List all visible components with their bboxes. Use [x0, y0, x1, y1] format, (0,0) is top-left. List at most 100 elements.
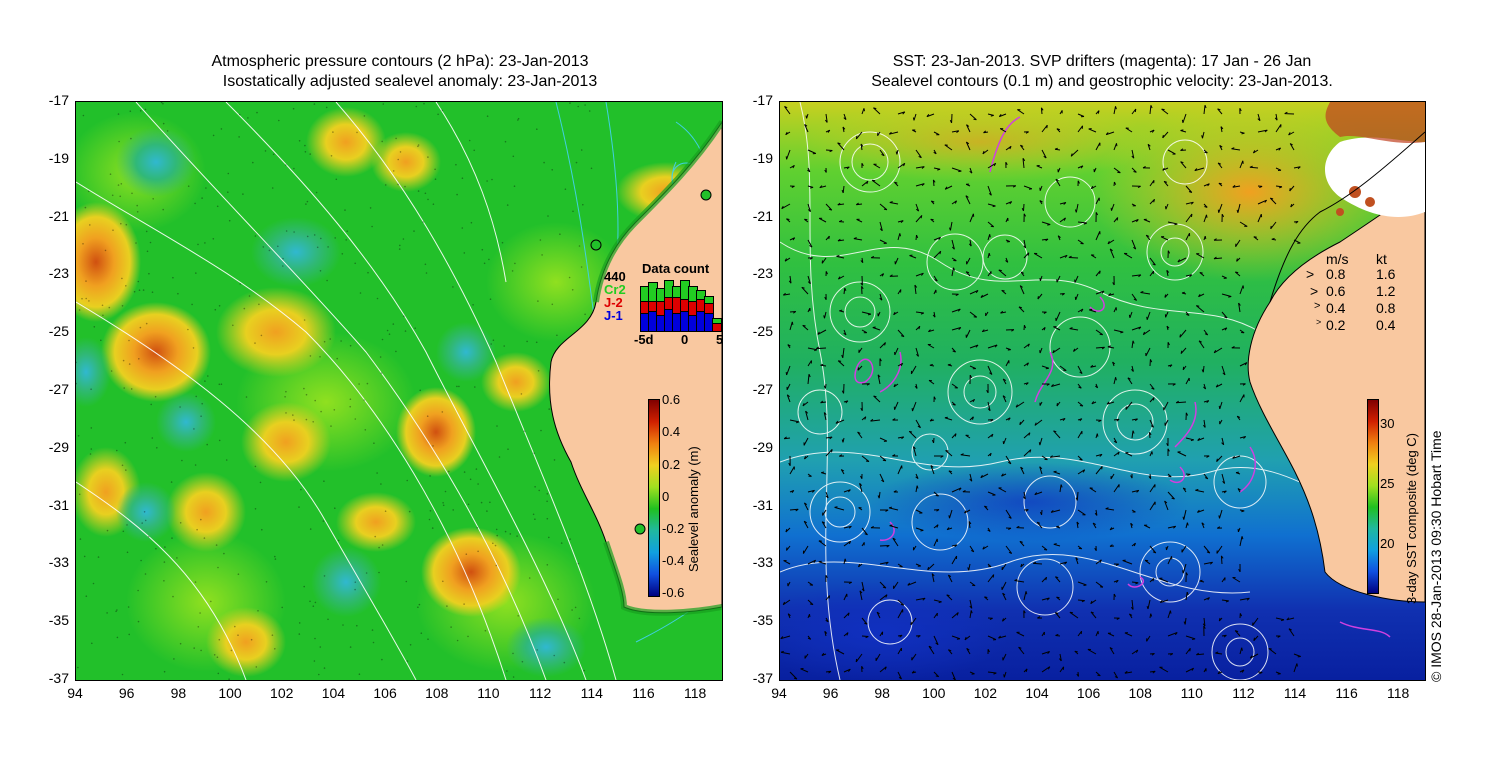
- left-title-line1: Atmospheric pressure contours (2 hPa): 2…: [211, 53, 589, 70]
- right-title-line1: SST: 23-Jan-2013. SVP drifters (magenta)…: [892, 53, 1312, 70]
- right-xtick: 108: [1128, 685, 1152, 701]
- left-ytick: -21: [48, 207, 69, 224]
- right-cloud-mask: [1325, 137, 1425, 217]
- left-colorbar-title: Sealevel anomaly (m): [686, 446, 701, 572]
- sat-label-j1: J-1: [604, 308, 623, 323]
- right-xtick: 100: [922, 685, 946, 701]
- imos-credit: © IMOS 28-Jan-2013 09:30 Hobart Time: [1428, 430, 1444, 682]
- left-ytick: -17: [48, 92, 69, 108]
- dc-xlabel-5: 5: [716, 332, 723, 347]
- left-ytick: -19: [48, 149, 69, 166]
- left-ytick: -33: [48, 554, 69, 571]
- left-cb-label-minus0.4: -0.4: [662, 553, 685, 568]
- velocity-legend: m/s kt > 0.8 1.6 > 0.6 1.2 > 0.4 0.8 > 0…: [1300, 247, 1420, 337]
- right-colorbar: [1367, 399, 1379, 594]
- left-xtick: 112: [528, 685, 552, 701]
- left-cb-label-0.2: 0.2: [662, 457, 681, 472]
- left-cb-label-0.6: 0.6: [662, 392, 681, 407]
- right-xtick: 96: [822, 685, 839, 701]
- data-count-bar: [688, 314, 698, 332]
- data-count-bar: [656, 288, 666, 302]
- tide-gauge-marker: [634, 523, 646, 535]
- right-ytick: -21: [752, 207, 773, 224]
- right-ytick: -19: [752, 149, 773, 166]
- sat-label-j2: J-2: [604, 295, 623, 310]
- data-count-bars: [640, 279, 722, 332]
- data-count-bar: [656, 314, 666, 332]
- right-ytick: -17: [752, 92, 773, 108]
- vel-row-ms-0: 0.8: [1326, 266, 1346, 282]
- vel-row-kt-0: 1.6: [1376, 266, 1396, 282]
- data-count-bar: [672, 286, 682, 298]
- left-xtick: 108: [425, 685, 449, 701]
- vel-arrow-0.2: >: [1316, 317, 1322, 327]
- data-count-bar: [680, 310, 690, 332]
- data-count-bar: [704, 302, 714, 314]
- right-cb-label-20: 20: [1380, 536, 1395, 551]
- right-ytick: -37: [752, 670, 773, 686]
- right-xtick: 98: [874, 685, 890, 701]
- right-cb-label-25: 25: [1380, 476, 1395, 491]
- left-title-line2: Isostatically adjusted sealevel anomaly:…: [222, 73, 598, 90]
- left-ytick: -29: [48, 438, 69, 455]
- left-xtick: 106: [373, 685, 397, 701]
- data-count-bar: [696, 310, 706, 332]
- right-xtick: 102: [973, 685, 998, 701]
- right-xtick: 114: [1283, 685, 1307, 701]
- left-ytick: -35: [48, 612, 69, 629]
- left-xtick: 94: [67, 685, 83, 701]
- data-count-bar: [664, 280, 674, 298]
- data-count-bar: [648, 282, 658, 302]
- right-ytick: -23: [752, 265, 773, 282]
- vel-header-ms: m/s: [1326, 251, 1349, 267]
- data-count-bar: [712, 322, 722, 332]
- right-xtick: 110: [1180, 685, 1203, 701]
- data-count-bar: [696, 298, 706, 312]
- data-count-bar: [672, 312, 682, 332]
- dc-xlabel-minus5d: -5d: [634, 332, 654, 347]
- left-colorbar: [648, 399, 660, 597]
- data-count-bar: [680, 280, 690, 300]
- data-count-bar: [648, 310, 658, 332]
- left-map-svg: [76, 102, 722, 680]
- left-cb-label-0.4: 0.4: [662, 424, 681, 439]
- data-count-bar: [680, 298, 690, 312]
- vel-row-kt-2: 0.8: [1376, 300, 1396, 316]
- vel-row-ms-1: 0.6: [1326, 283, 1346, 299]
- dc-xlabel-0: 0: [681, 332, 689, 347]
- vel-row-kt-1: 1.2: [1376, 283, 1396, 299]
- left-xtick: 114: [580, 685, 603, 701]
- sat-label-cr2: Cr2: [604, 282, 626, 297]
- data-count-bar: [656, 300, 666, 316]
- right-map-svg: [780, 102, 1425, 680]
- left-ytick: -27: [48, 381, 69, 397]
- left-xtick: 116: [632, 685, 655, 701]
- right-xtick: 118: [1387, 685, 1410, 701]
- left-cb-label-minus0.2: -0.2: [662, 521, 685, 536]
- right-title-line2: Sealevel contours (0.1 m) and geostrophi…: [871, 73, 1333, 90]
- vel-header-kt: kt: [1376, 251, 1387, 267]
- data-count-bar: [688, 286, 698, 302]
- vel-row-ms-3: 0.2: [1326, 317, 1346, 333]
- left-xtick: 102: [270, 685, 294, 701]
- right-ytick: -35: [752, 612, 773, 629]
- right-xtick: 112: [1232, 685, 1255, 701]
- left-cb-label-0: 0: [662, 489, 670, 504]
- right-ytick: -31: [752, 496, 773, 513]
- left-ytick: -31: [48, 496, 69, 513]
- right-land-australia: [1247, 181, 1425, 603]
- data-count-bar: [648, 300, 658, 312]
- left-ytick: -23: [48, 265, 69, 282]
- right-xtick: 94: [771, 685, 787, 701]
- left-xtick: 104: [321, 685, 346, 701]
- left-xtick: 96: [118, 685, 135, 701]
- data-count-bar: [640, 312, 650, 332]
- tide-gauge-marker: [700, 189, 712, 201]
- right-xtick: 104: [1025, 685, 1049, 701]
- left-xtick: 98: [170, 685, 187, 701]
- right-cb-label-30: 30: [1380, 416, 1395, 431]
- right-xtick: 106: [1076, 685, 1101, 701]
- tide-gauge-marker: [590, 239, 602, 251]
- data-count-bar: [672, 296, 682, 314]
- data-count-bar: [640, 300, 650, 314]
